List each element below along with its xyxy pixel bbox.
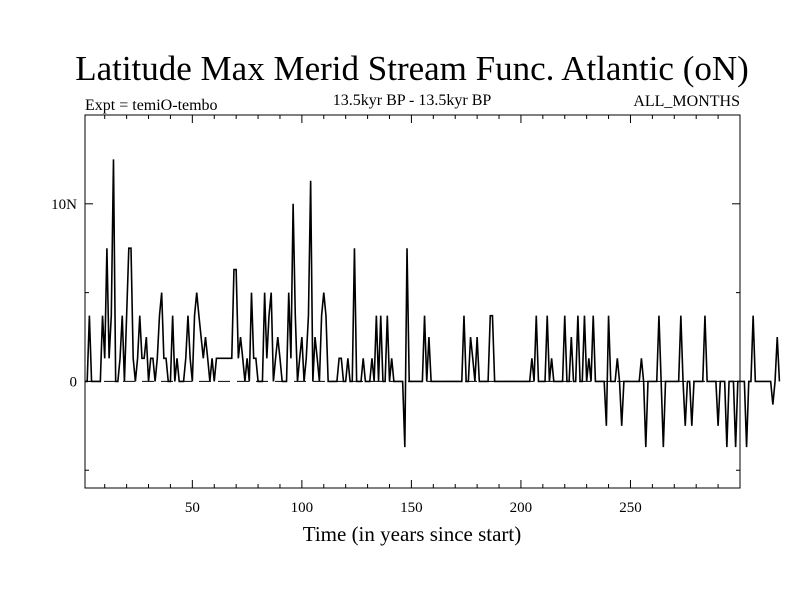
- y-axis: 0 10N: [51, 197, 740, 471]
- chart-title: Latitude Max Merid Stream Func. Atlantic…: [75, 49, 749, 88]
- experiment-label: Expt = temiO-tembo: [85, 97, 218, 114]
- x-tick-label: 200: [510, 500, 533, 516]
- plot-frame: [84, 114, 741, 489]
- x-axis-label: Time (in years since start): [303, 522, 522, 546]
- x-tick-label: 100: [291, 500, 314, 516]
- period-label: 13.5kyr BP - 13.5kyr BP: [333, 92, 492, 109]
- x-axis: 50 100 150 200 250: [104, 115, 719, 516]
- series-group: [85, 159, 781, 448]
- x-tick-label: 250: [619, 500, 642, 516]
- y-tick-label: 0: [70, 374, 78, 390]
- x-tick-label: 150: [400, 500, 423, 516]
- y-tick-label: 10N: [51, 197, 77, 213]
- series-line: [85, 159, 781, 448]
- x-tick-label: 50: [185, 500, 200, 516]
- months-label: ALL_MONTHS: [633, 93, 740, 110]
